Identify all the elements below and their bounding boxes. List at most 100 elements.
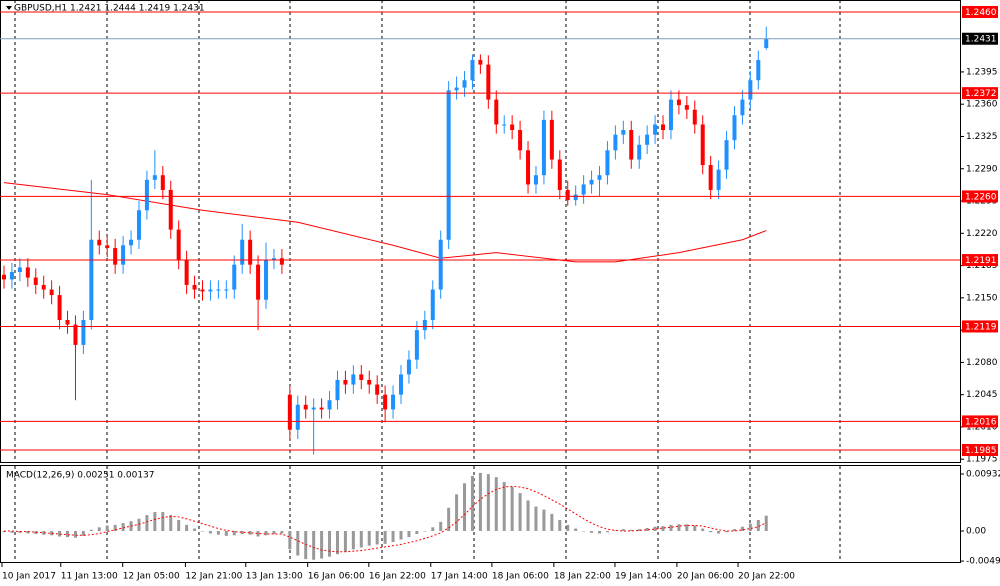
candle-body [653, 124, 658, 135]
candle-body [414, 330, 419, 360]
macd-bar [455, 494, 459, 531]
macd-bar [10, 530, 14, 533]
macd-bar [486, 474, 490, 531]
macd-bar [534, 506, 538, 531]
candle-body [645, 134, 650, 145]
macd-bar [161, 512, 165, 531]
candle-body [557, 159, 562, 190]
level-label-box [962, 444, 998, 457]
macd-bar [613, 530, 617, 531]
macd-bar [764, 515, 768, 531]
candle-body [57, 295, 62, 320]
y-tick-label: 1.2045 [966, 390, 998, 400]
candle-body [605, 150, 610, 176]
macd-bar [447, 507, 451, 531]
candle-body [303, 404, 308, 410]
macd-bar [224, 530, 228, 536]
candle-body [724, 140, 729, 170]
main-frame [0, 0, 961, 463]
candle-body [708, 165, 713, 190]
candle-body [748, 80, 753, 100]
candle-body [692, 109, 697, 125]
macd-bar [320, 530, 324, 559]
macd-bar [502, 482, 506, 531]
macd-bar [732, 529, 736, 531]
macd-bar [439, 521, 443, 531]
candle-body [97, 239, 102, 246]
macd-bar [26, 530, 30, 534]
x-tick-label: 19 Jan 14:00 [615, 572, 672, 582]
current-price-label: 1.2431 [965, 35, 997, 45]
candle-body [295, 404, 300, 430]
macd-bar [169, 515, 173, 531]
candle-body [152, 175, 157, 180]
macd-bar [717, 530, 721, 534]
candle-body [375, 384, 380, 395]
candle-body [168, 189, 173, 230]
macd-bar [518, 493, 522, 531]
macd-bar [367, 530, 371, 546]
level-label-box [962, 5, 998, 18]
candle-body [494, 99, 499, 125]
candle-body [613, 134, 618, 151]
macd-bar [431, 527, 435, 531]
candle-body [661, 124, 666, 131]
macd-bar [653, 526, 657, 531]
candle-body [510, 124, 515, 131]
candle-body [565, 189, 570, 201]
candle-body [470, 59, 475, 81]
macd-bar [399, 530, 403, 540]
macd-bar [296, 530, 300, 556]
y-tick-label: 1.2150 [966, 293, 998, 303]
macd-bar [201, 530, 204, 532]
candle-body [541, 119, 546, 176]
candle-body [422, 319, 427, 331]
macd-bar [343, 530, 347, 552]
macd-bar [415, 530, 419, 535]
candle-body [319, 407, 324, 410]
macd-bar [558, 519, 562, 531]
macd-bar [208, 530, 212, 534]
x-tick-label: 18 Jan 22:00 [554, 572, 611, 582]
candle-body [81, 319, 86, 345]
macd-title: MACD(12,26,9) 0.00251 0.00137 [6, 471, 155, 481]
macd-bar [590, 530, 594, 533]
x-tick-label: 12 Jan 21:00 [185, 572, 242, 582]
candle-body [621, 130, 626, 135]
macd-bar [574, 528, 578, 531]
candle-body [637, 144, 642, 160]
candle-body [668, 99, 673, 131]
candle-body [756, 59, 761, 81]
level-label: 1.2460 [965, 8, 997, 18]
level-label-box [962, 415, 998, 428]
candle-body [351, 374, 356, 385]
macd-bar [97, 527, 101, 531]
macd-bar [73, 530, 77, 538]
macd-bar [185, 524, 189, 531]
macd-bar [423, 530, 427, 532]
x-tick-label: 12 Jan 05:00 [123, 572, 180, 582]
level-label: 1.2119 [965, 322, 997, 332]
y-tick-label: 1.2395 [966, 67, 998, 77]
macd-bar [391, 530, 395, 543]
macd-bar [605, 530, 609, 533]
macd-bar [550, 513, 554, 531]
x-tick-label: 13 Jan 13:00 [246, 572, 303, 582]
macd-bar [470, 475, 474, 531]
candle-body [160, 175, 165, 190]
candle-body [264, 260, 269, 300]
macd-bar [113, 524, 117, 531]
candle-body [343, 379, 348, 385]
macd-bar [375, 530, 379, 545]
candle-body [406, 359, 411, 375]
candle-body [184, 260, 189, 285]
candle-body [430, 289, 435, 320]
x-tick-label: 20 Jan 06:00 [677, 572, 734, 582]
candle-body [367, 379, 372, 385]
candle-body [629, 130, 634, 160]
x-tick-label: 18 Jan 06:00 [492, 572, 549, 582]
candle-body [383, 394, 388, 410]
macd-bar [89, 529, 93, 531]
macd-bar [145, 515, 149, 531]
